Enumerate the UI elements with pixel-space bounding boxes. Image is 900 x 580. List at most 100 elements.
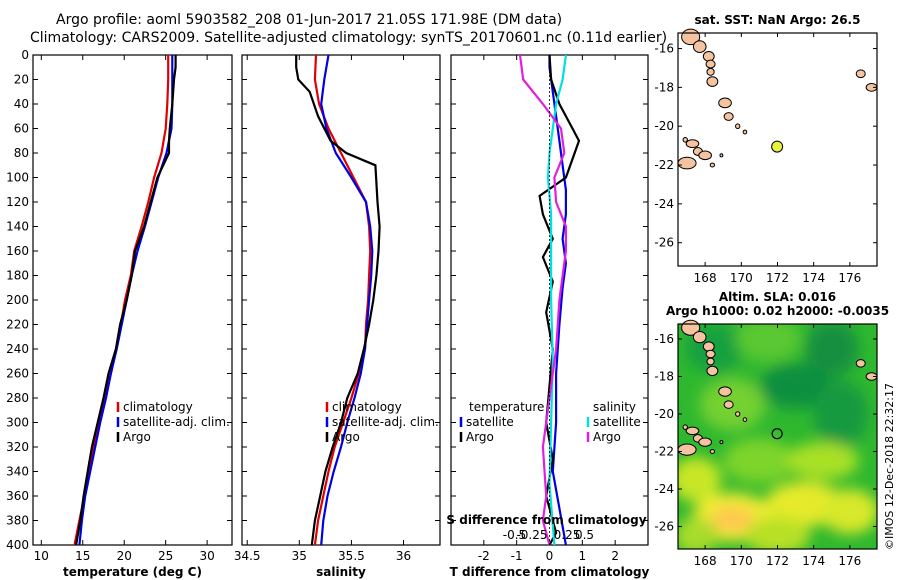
diff-xlabel: T difference from climatology [450,565,650,579]
sla-blob [786,442,859,480]
difference-panel: -2 -1 0 1 2 T difference from climatology temp… [446,54,650,579]
map2-xtick-label: 172 [766,554,789,568]
diff-xtick-label: 1 [579,549,587,563]
sla-blob [804,324,859,377]
map1-island [706,67,715,76]
map1-xtick-label: 170 [730,271,753,285]
map2-ytick-label: -20 [654,407,674,421]
sla-blob [759,363,832,409]
map2-xtick-label: 170 [730,554,753,568]
sla-blob [820,489,877,534]
map1-island [735,123,741,130]
map2-island [742,417,748,422]
map2-island [706,357,715,366]
diff-series-t-argo [538,55,581,545]
temp-xtick-label: 25 [158,549,173,563]
map2-island [677,443,697,456]
temp-series-climatology [73,55,170,545]
map2-title-line-1: Altim. SLA: 0.016 [719,290,836,304]
sla-blob [744,517,811,549]
map2-island [692,331,707,344]
sla-blob [813,380,868,448]
map2-xtick-label: 174 [802,554,825,568]
diff-legend-title-temperature: temperature [469,400,544,414]
sal-series-argo [295,55,381,545]
map1-island [855,69,866,79]
map1-island [723,112,734,121]
map2-island [702,341,715,352]
diff-s-tick-label: 0.5 [575,528,594,542]
map1-xtick-label: 176 [838,271,861,285]
map1-title: sat. SST: NaN Argo: 26.5 [695,13,861,27]
map2-island [718,386,732,397]
sst-map-panel: sat. SST: NaN Argo: 26.5 -16 -18 -20 -22 -24 -… [654,13,878,285]
argo-position-marker [771,428,783,440]
diff-s-tick-label: -0.5 [503,528,526,542]
sal-legend-label: Argo [332,430,360,444]
depth-tick-label: 320 [6,440,29,454]
map1-island [709,162,716,168]
temp-xtick-label: 30 [199,549,214,563]
depth-tick-label: 0 [21,48,29,62]
map2-island [705,349,716,359]
diff-xtick-label: 0 [546,549,554,563]
depth-tick-label: 80 [14,146,29,160]
map2-ytick-label: -24 [654,482,674,496]
depth-tick-label: 220 [6,318,29,332]
map2-island [682,424,688,430]
sla-blob [735,324,802,362]
diff-legend-label-right: Argo [593,430,621,444]
map1-xtick-label: 172 [766,271,789,285]
map2-ytick-label: -22 [654,445,674,459]
temp-xtick-label: 15 [75,549,90,563]
depth-tick-label: 120 [6,195,29,209]
temperature-panel: 0 20 40 60 80 100 120 140 160 180 200 220 240 260 280 3… [6,48,233,579]
salinity-panel: 34.5 35 35.5 36 salinity climatologysatellite… [234,54,441,579]
sal-xtick-label: 34.5 [234,549,261,563]
map2-island [698,437,712,447]
temp-legend-label: Argo [123,430,151,444]
depth-tick-label: 360 [6,489,29,503]
map2-island [855,359,866,368]
map2-island [709,449,716,454]
map2-xtick-label: 176 [838,554,861,568]
diff-xlabel-top: S difference from climatology [446,513,646,527]
title-line-2: Climatology: CARS2009. Satellite-adjuste… [30,30,667,46]
argo-position-marker [771,140,784,153]
map2-xtick-label: 168 [694,554,717,568]
depth-tick-label: 160 [6,244,29,258]
diff-legend-label-right: satellite [593,415,641,429]
depth-tick-label: 400 [6,538,29,552]
map2-island [723,400,734,409]
depth-tick-label: 140 [6,220,29,234]
map1-island [692,40,707,53]
diff-s-tick-label: 0.25 [554,528,581,542]
depth-tick-label: 200 [6,293,29,307]
map1-island [685,139,700,149]
sla-blob [710,505,754,533]
map1-ytick-label: -24 [654,197,674,211]
diff-series-s-satellite [546,55,567,545]
title-line-1: Argo profile: aoml 5903582_208 01-Jun-20… [56,12,562,28]
map2-title-line-2: Argo h1000: 0.02 h2000: -0.0035 [666,304,889,318]
map2-ytick-label: -16 [654,332,674,346]
map2-island [685,426,700,436]
depth-tick-label: 240 [6,342,29,356]
sal-legend-label: satellite-adj. clim. [332,415,439,429]
map1-island [702,50,715,62]
map1-island [719,153,724,158]
sal-xtick-label: 35.5 [338,549,365,563]
temp-xtick-label: 10 [34,549,49,563]
depth-tick-label: 20 [14,73,29,87]
map1-ytick-label: -22 [654,158,674,172]
map1-ytick-label: -18 [654,80,674,94]
temp-frame [32,54,233,546]
map2-ytick-label: -18 [654,370,674,384]
watermark: ©IMOS 12-Dec-2018 22:32:17 [883,383,896,550]
diff-xtick-label: -1 [511,549,523,563]
sal-xtick-label: 35 [292,549,307,563]
sla-blob [723,438,796,484]
map2-island [735,411,741,417]
